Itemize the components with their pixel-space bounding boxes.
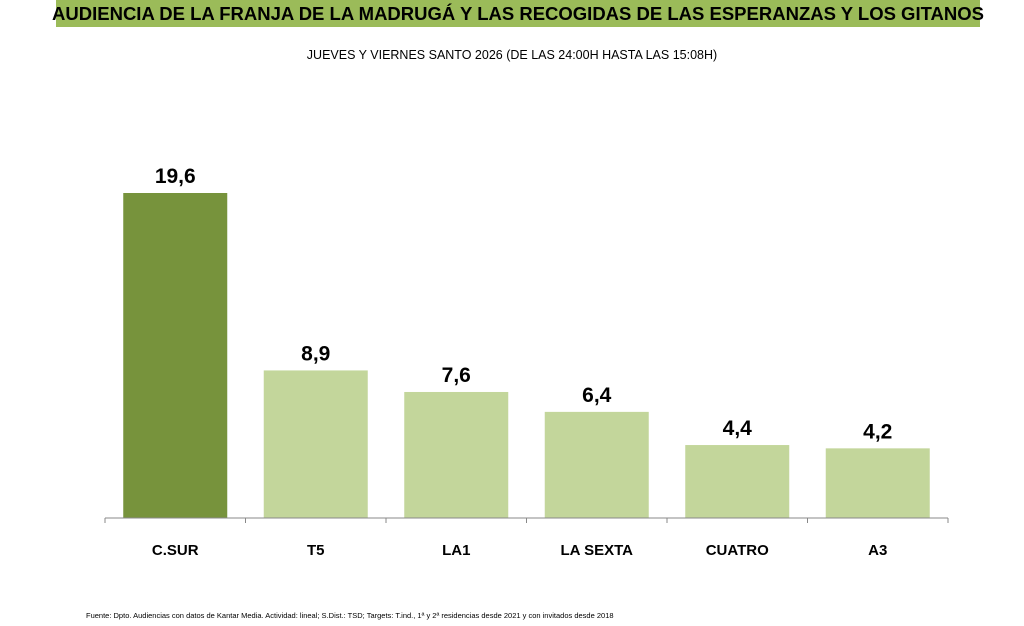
category-label: A3 [868,542,887,559]
data-label: 19,6 [155,165,196,188]
bar-chart: 19,6 C.SUR 8,9 T5 7,6 LA1 6,4 LA SEXTA 4,4 CUATRO… [104,165,949,559]
chart-subtitle: JUEVES Y VIERNES SANTO 2026 (DE LAS 24:0… [306,48,718,62]
category-label: LA1 [442,542,470,559]
data-label: 4,4 [723,417,753,440]
chart-title: AUDIENCIA DE LA FRANJA DE LA MADRUGÁ Y L… [52,2,984,24]
data-label: 4,2 [863,420,892,443]
title-bar: AUDIENCIA DE LA FRANJA DE LA MADRUGÁ Y L… [52,0,984,27]
data-label: 7,6 [442,364,471,387]
data-label: 8,9 [301,342,330,365]
source-footnote: Fuente: Dpto. Audiencias con datos de Ka… [86,611,614,620]
bar-la-sexta [544,411,649,518]
category-label: C.SUR [152,542,199,559]
bar-a3 [825,448,930,518]
bar-t5 [263,370,368,518]
data-label: 6,4 [582,384,612,407]
bar-cuatro [685,445,790,518]
category-label: LA SEXTA [560,542,633,559]
category-label: CUATRO [706,542,769,559]
category-label: T5 [307,542,325,559]
bar-la1 [404,391,509,518]
bar-c-sur [123,193,228,518]
